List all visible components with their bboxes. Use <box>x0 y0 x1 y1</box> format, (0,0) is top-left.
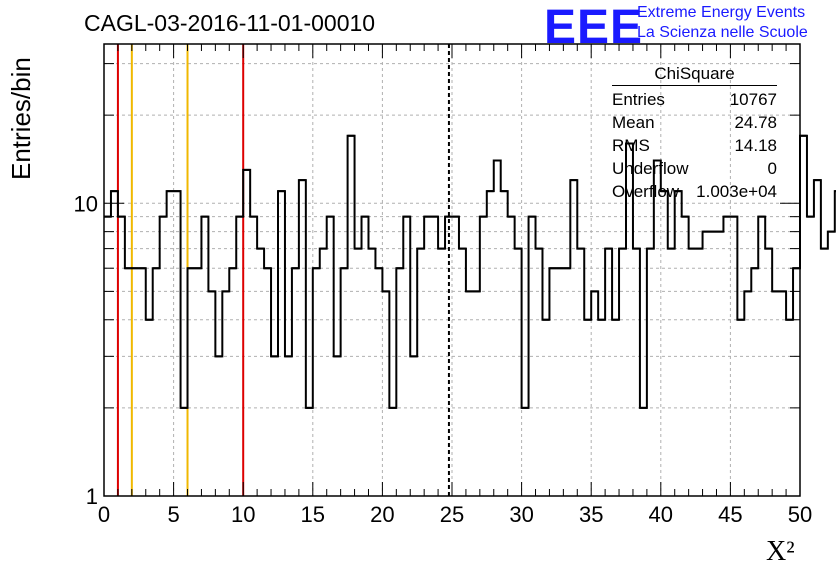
x-tick-label: 40 <box>649 502 673 527</box>
x-tick-label: 50 <box>788 502 812 527</box>
x-tick-label: 20 <box>370 502 394 527</box>
logo-subtitle-1: Extreme Energy Events <box>637 4 806 21</box>
x-axis-label: X² <box>766 536 795 567</box>
x-tick-label: 15 <box>301 502 325 527</box>
stats-value: 1.003e+04 <box>696 182 777 201</box>
stats-row: RMS 14.18 <box>612 134 777 157</box>
chart-title: CAGL-03-2016-11-01-00010 <box>84 10 376 36</box>
x-tick-label: 35 <box>579 502 603 527</box>
stats-value: 14.18 <box>734 136 777 155</box>
y-tick-label: 10 <box>74 191 98 216</box>
stats-value: 0 <box>767 159 777 178</box>
tick-labels: 0 5 10 15 20 25 30 35 40 45 50 1 10 <box>74 191 813 527</box>
stats-value: 24.78 <box>734 113 777 132</box>
stats-label: Mean <box>612 113 655 132</box>
x-tick-label: 0 <box>98 502 110 527</box>
x-tick-label: 5 <box>167 502 179 527</box>
stats-row: Underflow 0 <box>612 157 777 180</box>
stats-row: Entries 10767 <box>612 88 777 111</box>
logo-subtitle-2: La Scienza nelle Scuole <box>637 24 808 41</box>
stats-label: Underflow <box>612 159 689 178</box>
stats-row: Mean 24.78 <box>612 111 777 134</box>
stats-label: Overflow <box>612 182 680 201</box>
reference-lines <box>116 44 450 496</box>
stats-label: RMS <box>612 136 650 155</box>
stats-row: Overflow 1.003e+04 <box>612 180 777 203</box>
axis-ticks <box>103 44 801 496</box>
x-tick-label: 25 <box>440 502 464 527</box>
stats-title: ChiSquare <box>612 64 777 86</box>
stats-label: Entries <box>612 90 665 109</box>
stats-value: 10767 <box>729 90 777 109</box>
y-axis-label: Entries/bin <box>6 57 36 180</box>
eee-logo: EEE <box>544 1 644 54</box>
x-tick-label: 10 <box>231 502 255 527</box>
y-tick-label: 1 <box>86 484 98 509</box>
x-tick-label: 45 <box>718 502 742 527</box>
stats-box: ChiSquare Entries 10767 Mean 24.78 RMS 14.1… <box>612 64 777 203</box>
x-tick-label: 30 <box>509 502 533 527</box>
